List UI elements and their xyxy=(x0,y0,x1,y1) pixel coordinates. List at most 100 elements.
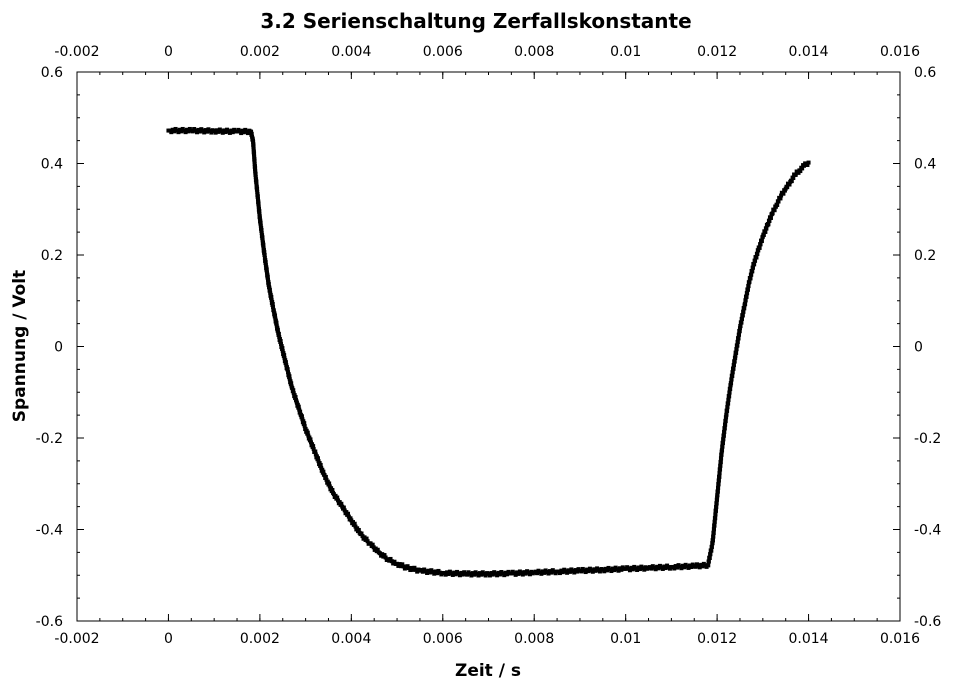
data-point-trace xyxy=(579,569,584,574)
data-point-trace xyxy=(713,516,718,521)
data-point-trace xyxy=(261,245,266,250)
data-point-trace xyxy=(263,260,268,265)
data-point-trace xyxy=(273,316,278,321)
data-point-trace xyxy=(265,274,270,279)
data-point-trace xyxy=(293,395,298,400)
data-point-trace xyxy=(590,569,595,574)
data-point-trace xyxy=(462,570,467,575)
data-point-trace xyxy=(711,531,716,536)
data-point-trace xyxy=(675,565,680,570)
data-point-trace xyxy=(250,136,255,141)
data-point-trace xyxy=(720,448,725,453)
data-point-trace xyxy=(313,449,318,454)
data-point-trace xyxy=(284,363,289,368)
data-point-trace xyxy=(718,467,723,472)
data-point-trace xyxy=(186,129,191,134)
x-tick-label-bottom: -0.002 xyxy=(54,631,99,647)
data-point-trace xyxy=(599,567,604,572)
data-point-trace xyxy=(635,567,640,572)
data-point-trace xyxy=(402,566,407,571)
data-point-trace xyxy=(630,567,635,572)
data-point-trace xyxy=(709,548,714,553)
data-point-trace xyxy=(288,379,293,384)
data-point-trace xyxy=(516,571,521,576)
data-point-trace xyxy=(653,567,658,572)
data-point-trace xyxy=(294,398,299,403)
data-point-trace xyxy=(383,555,388,560)
data-point-trace xyxy=(748,276,753,281)
data-point-trace xyxy=(416,567,421,572)
data-point-trace xyxy=(775,202,780,207)
data-point-trace xyxy=(251,142,256,147)
data-point-trace xyxy=(690,562,695,567)
data-point-trace xyxy=(737,329,742,334)
data-point-trace xyxy=(277,335,282,339)
data-point-trace xyxy=(411,567,416,572)
data-point-trace xyxy=(745,291,750,296)
data-point-trace xyxy=(465,572,470,577)
data-point-trace xyxy=(323,474,328,479)
data-point-trace xyxy=(763,229,768,234)
data-point-trace xyxy=(286,372,291,377)
data-point-trace xyxy=(233,129,238,134)
data-point-trace xyxy=(746,284,751,289)
data-point-trace xyxy=(183,130,188,135)
data-point-trace xyxy=(597,569,602,574)
data-point-trace xyxy=(759,239,764,244)
data-point-trace xyxy=(392,559,397,564)
data-point-trace xyxy=(735,340,740,344)
data-point-trace xyxy=(279,344,284,349)
data-point xyxy=(715,495,720,500)
data-point-trace xyxy=(716,482,721,487)
data-point-trace xyxy=(425,570,430,575)
data-point-trace xyxy=(757,245,762,250)
data-point-trace xyxy=(717,474,722,479)
data-point-trace xyxy=(723,419,728,424)
data-point-trace xyxy=(719,456,724,461)
data-point-trace xyxy=(299,414,304,419)
data-point-trace xyxy=(255,194,260,199)
data-point-trace xyxy=(249,131,254,136)
data-points xyxy=(166,126,811,578)
data-point-trace xyxy=(270,299,275,304)
data-point-trace xyxy=(714,505,719,510)
data-point-trace xyxy=(370,542,375,547)
data-point-trace xyxy=(793,172,798,177)
data-point-trace xyxy=(718,463,723,468)
data-point-trace xyxy=(227,130,232,135)
data-point-trace xyxy=(280,346,285,351)
data-point-trace xyxy=(287,377,292,382)
data-point-trace xyxy=(252,151,257,156)
data-point-trace xyxy=(575,569,580,574)
data-point-trace xyxy=(502,573,507,578)
data-point-trace xyxy=(760,235,765,240)
data-point-trace xyxy=(560,570,565,575)
data-point-trace xyxy=(717,471,722,476)
data-point xyxy=(779,193,784,198)
data-point-trace xyxy=(401,564,406,569)
data-point-trace xyxy=(435,571,440,576)
data-point-trace xyxy=(254,177,259,182)
data-point-trace xyxy=(730,374,735,379)
data-point-trace xyxy=(335,495,340,500)
data-point-trace xyxy=(251,147,256,152)
data-point-trace xyxy=(276,331,281,336)
data-point-trace xyxy=(274,320,279,325)
data-point-trace xyxy=(716,478,721,483)
y-axis-title: Spannung / Volt xyxy=(10,270,30,422)
data-point-trace xyxy=(197,129,202,134)
data-point-trace xyxy=(726,397,731,402)
x-tick-label-bottom: 0.002 xyxy=(240,631,280,647)
data-point-trace xyxy=(728,387,733,392)
data-point-trace xyxy=(415,569,420,574)
data-point-trace xyxy=(750,265,755,270)
data-point-trace xyxy=(682,565,687,570)
data-point-trace xyxy=(359,531,364,536)
data-point-trace xyxy=(257,214,262,219)
data-point-trace xyxy=(686,565,691,570)
data-point-trace xyxy=(261,242,266,247)
data-point-trace xyxy=(256,204,261,209)
data-point-trace xyxy=(408,568,413,573)
data-point-trace xyxy=(271,309,276,314)
